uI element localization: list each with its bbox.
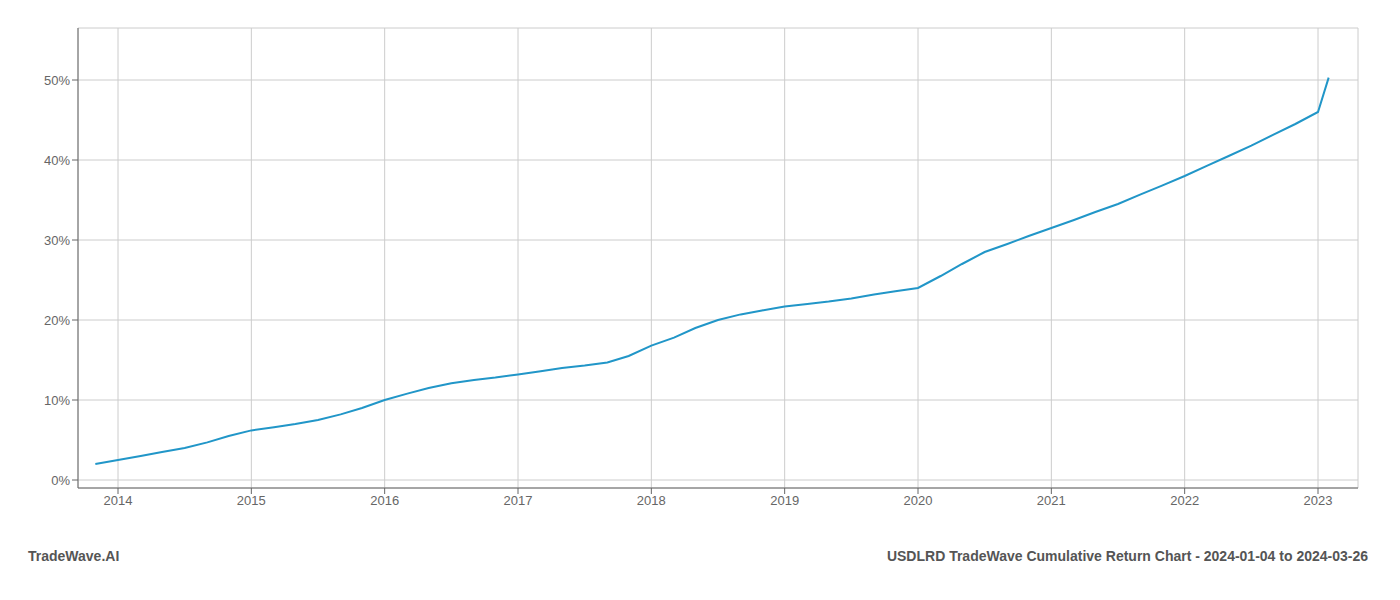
svg-text:2015: 2015 bbox=[237, 493, 266, 508]
svg-text:10%: 10% bbox=[44, 393, 70, 408]
svg-text:0%: 0% bbox=[51, 473, 70, 488]
svg-text:2023: 2023 bbox=[1304, 493, 1333, 508]
html-text:TradeWave.AI: TradeWave.AI bbox=[28, 548, 120, 564]
svg-text:2021: 2021 bbox=[1037, 493, 1066, 508]
svg-text:2017: 2017 bbox=[504, 493, 533, 508]
svg-text:2020: 2020 bbox=[904, 493, 933, 508]
svg-text:2018: 2018 bbox=[637, 493, 666, 508]
svg-text:2016: 2016 bbox=[370, 493, 399, 508]
svg-text:20%: 20% bbox=[44, 313, 70, 328]
svg-text:30%: 30% bbox=[44, 233, 70, 248]
html-text:USDLRD TradeWave Cumulative Re: USDLRD TradeWave Cumulative Return Chart… bbox=[886, 548, 1368, 564]
svg-text:2014: 2014 bbox=[104, 493, 133, 508]
svg-text:2019: 2019 bbox=[770, 493, 799, 508]
svg-text:2022: 2022 bbox=[1170, 493, 1199, 508]
svg-text:40%: 40% bbox=[44, 153, 70, 168]
svg-text:50%: 50% bbox=[44, 73, 70, 88]
